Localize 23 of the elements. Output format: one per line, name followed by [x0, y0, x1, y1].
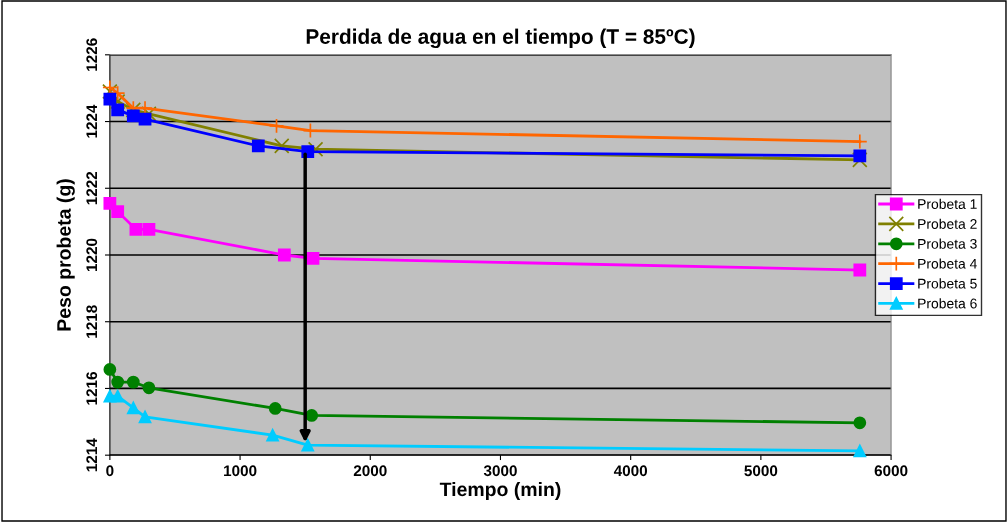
x-tick-label: 5000	[744, 465, 778, 477]
x-tick-label: 3000	[483, 465, 517, 477]
x-tick-label: 0	[106, 465, 114, 477]
legend-label: Probeta 5	[918, 278, 977, 289]
y-tick-label: 1222	[86, 171, 97, 205]
y-tick-label: 1224	[86, 104, 97, 138]
legend-label: Probeta 4	[918, 258, 977, 269]
x-tick-label: 4000	[613, 465, 648, 477]
x-axis-title: Tiempo (min)	[439, 481, 561, 501]
legend-label: Probeta 1	[918, 198, 977, 209]
legend-label: Probeta 3	[918, 238, 977, 249]
y-tick-label: 1216	[86, 372, 98, 405]
y-axis-title: Peso probeta (g)	[56, 179, 75, 331]
legend-label: Probeta 2	[918, 218, 977, 229]
x-tick-label: 2000	[353, 465, 387, 477]
legend-label: Probeta 6	[918, 298, 977, 309]
y-tick-label: 1220	[86, 238, 98, 272]
y-tick-label: 1218	[86, 305, 98, 338]
chart-title: Perdida de agua en el tiempo (T = 85ºC)	[306, 28, 695, 49]
y-tick-label: 1226	[86, 38, 98, 71]
x-tick-label: 1000	[224, 465, 257, 477]
x-tick-label: 6000	[874, 465, 908, 477]
y-tick-label: 1214	[86, 438, 97, 472]
